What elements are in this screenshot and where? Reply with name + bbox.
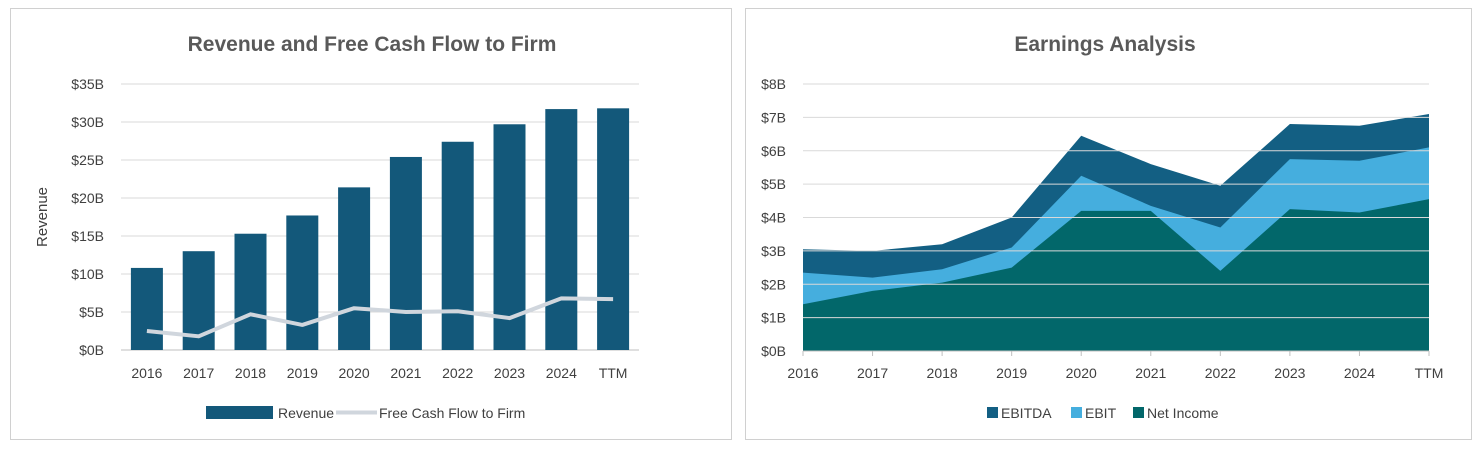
legend-swatch-ebitda (987, 407, 998, 418)
y-tick-label: $0B (761, 343, 786, 359)
legend-label-ebit: EBIT (1085, 405, 1117, 421)
y-tick-label: $4B (761, 210, 786, 226)
x-tick-label: TTM (1415, 365, 1444, 381)
bar-revenue-2020 (338, 187, 371, 350)
bar-revenue-ttm (597, 108, 630, 350)
x-tick-label: 2016 (131, 365, 162, 381)
x-tick-label: 2024 (546, 365, 577, 381)
x-tick-label: 2020 (1066, 365, 1097, 381)
y-tick-label: $6B (761, 143, 786, 159)
area-net-income (803, 199, 1429, 351)
y-tick-label: $5B (761, 176, 786, 192)
chart-title: Revenue and Free Cash Flow to Firm (188, 33, 557, 56)
y-tick-label: $3B (761, 243, 786, 259)
x-tick-label: 2023 (1274, 365, 1305, 381)
legend-label-ebitda: EBITDA (1001, 405, 1052, 421)
legend: EBITDA EBIT Net Income (987, 405, 1219, 421)
bar-revenue-2021 (389, 156, 422, 350)
x-tick-label: 2023 (494, 365, 525, 381)
earnings-analysis-chart-panel: Earnings Analysis $0B $1B $2B $3B $4B $5B $6B $… (745, 8, 1472, 440)
y-tick-label: $30B (71, 114, 104, 130)
chart-title: Earnings Analysis (1014, 33, 1195, 56)
x-tick-label: 2021 (1135, 365, 1166, 381)
x-tick-label: 2017 (857, 365, 888, 381)
x-tick-label: 2021 (390, 365, 421, 381)
x-tick-label: 2019 (287, 365, 318, 381)
x-tick-label: 2018 (927, 365, 958, 381)
legend-label-net-income: Net Income (1147, 405, 1219, 421)
bar-revenue-2018 (234, 233, 267, 350)
x-tick-label: TTM (599, 365, 628, 381)
x-tick-label: 2024 (1344, 365, 1375, 381)
y-tick-label: $1B (761, 310, 786, 326)
y-tick-label: $5B (79, 304, 104, 320)
x-tick-label: 2018 (235, 365, 266, 381)
x-tick-label: 2017 (183, 365, 214, 381)
y-tick-label: $0B (79, 342, 104, 358)
y-tick-label: $10B (71, 266, 104, 282)
legend-swatch-revenue (206, 406, 273, 419)
x-tick-label: 2016 (787, 365, 818, 381)
x-tick-label: 2019 (996, 365, 1027, 381)
line-free-cash-flow (146, 296, 614, 339)
legend-swatch-ebit (1071, 407, 1082, 418)
bar-revenue-2019 (286, 215, 319, 350)
y-axis-label: Revenue (34, 187, 51, 247)
legend: Revenue Free Cash Flow to Firm (206, 405, 525, 421)
legend-label-revenue: Revenue (278, 405, 334, 421)
y-tick-label: $25B (71, 152, 104, 168)
legend-swatch-net-income (1133, 407, 1144, 418)
revenue-fcff-chart: Revenue and Free Cash Flow to Firm Reven… (34, 33, 639, 421)
y-tick-label: $2B (761, 276, 786, 292)
bar-revenue-2022 (441, 141, 474, 350)
y-tick-label: $8B (761, 76, 786, 92)
revenue-fcff-chart-panel: Revenue and Free Cash Flow to Firm Reven… (10, 8, 732, 440)
x-tick-label: 2022 (442, 365, 473, 381)
y-tick-label: $35B (71, 76, 104, 92)
y-tick-label: $7B (761, 109, 786, 125)
x-tick-label: 2020 (339, 365, 370, 381)
y-tick-label: $15B (71, 228, 104, 244)
x-tick-label: 2022 (1205, 365, 1236, 381)
bar-revenue-2024 (545, 109, 578, 350)
bar-revenue-2016 (130, 267, 163, 350)
earnings-analysis-chart: Earnings Analysis $0B $1B $2B $3B $4B $5B $6B $… (761, 33, 1444, 421)
y-tick-label: $20B (71, 190, 104, 206)
legend-label-fcff: Free Cash Flow to Firm (379, 405, 525, 421)
